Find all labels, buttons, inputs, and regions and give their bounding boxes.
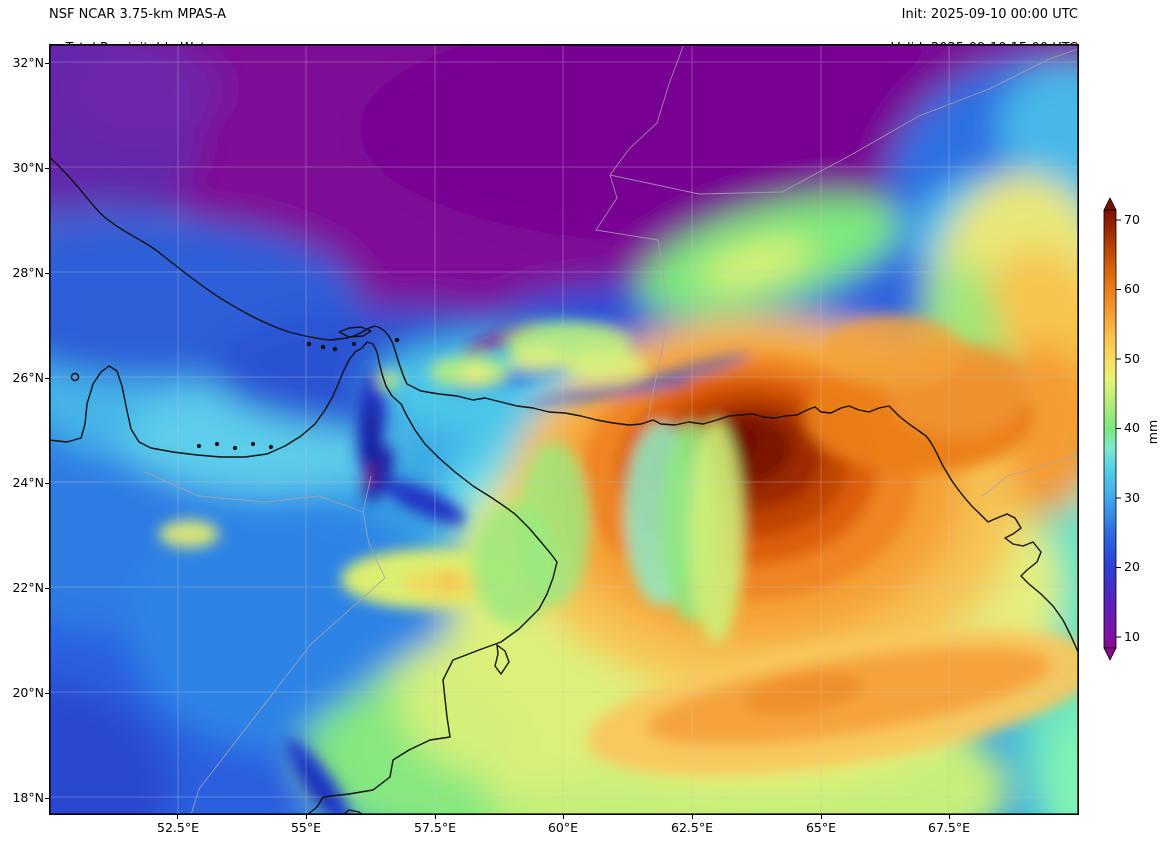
colorbar-units-label: mm — [1145, 419, 1160, 445]
y-tick-26N: 26°N — [12, 370, 44, 385]
colorbar — [1103, 197, 1121, 661]
colorbar-gradient-bar — [1103, 209, 1117, 649]
graticule — [49, 44, 1079, 815]
y-tick-20N: 20°N — [12, 685, 44, 700]
colorbar-arrow-top — [1103, 197, 1117, 211]
x-tick-57.5E: 57.5°E — [414, 820, 456, 835]
coastline-iran-makran — [49, 156, 1079, 655]
cbar-tick-20: 20 — [1124, 559, 1140, 574]
cbar-tick-10: 10 — [1124, 629, 1140, 644]
y-tick-30N: 30°N — [12, 160, 44, 175]
y-tick-22N: 22°N — [12, 580, 44, 595]
x-tick-52.5E: 52.5°E — [157, 820, 199, 835]
y-tick-24N: 24°N — [12, 475, 44, 490]
cbar-tick-60: 60 — [1124, 281, 1140, 296]
colorbar-arrow-bottom — [1103, 647, 1117, 661]
coastline-masirah-island — [494, 644, 510, 675]
x-tick-67.5E: 67.5°E — [928, 820, 970, 835]
coastline-arabia-oman — [49, 341, 558, 815]
y-tick-18N: 18°N — [12, 790, 44, 805]
x-tick-55E: 55°E — [290, 820, 322, 835]
map-frame — [49, 44, 1079, 815]
cbar-tick-50: 50 — [1124, 351, 1140, 366]
model-name: NSF NCAR 3.75-km MPAS-A — [49, 7, 227, 22]
x-tick-65E: 65°E — [805, 820, 837, 835]
y-tick-28N: 28°N — [12, 265, 44, 280]
y-tick-32N: 32°N — [12, 55, 44, 70]
cbar-tick-40: 40 — [1124, 420, 1140, 435]
x-tick-60E: 60°E — [547, 820, 579, 835]
cbar-tick-30: 30 — [1124, 490, 1140, 505]
small-islands — [196, 337, 400, 451]
x-tick-62.5E: 62.5°E — [671, 820, 713, 835]
init-time: Init: 2025-09-10 00:00 UTC — [901, 7, 1078, 22]
cbar-tick-70: 70 — [1124, 212, 1140, 227]
coastline-qeshm-island — [338, 326, 372, 338]
coastline-bahrain — [70, 372, 80, 382]
coastline-paths — [49, 156, 1079, 815]
tpw-field-detail-features — [159, 316, 1079, 815]
map-canvas — [49, 44, 1079, 815]
admin-borders — [144, 44, 1079, 815]
colorbar-tickmarks — [1116, 219, 1121, 638]
